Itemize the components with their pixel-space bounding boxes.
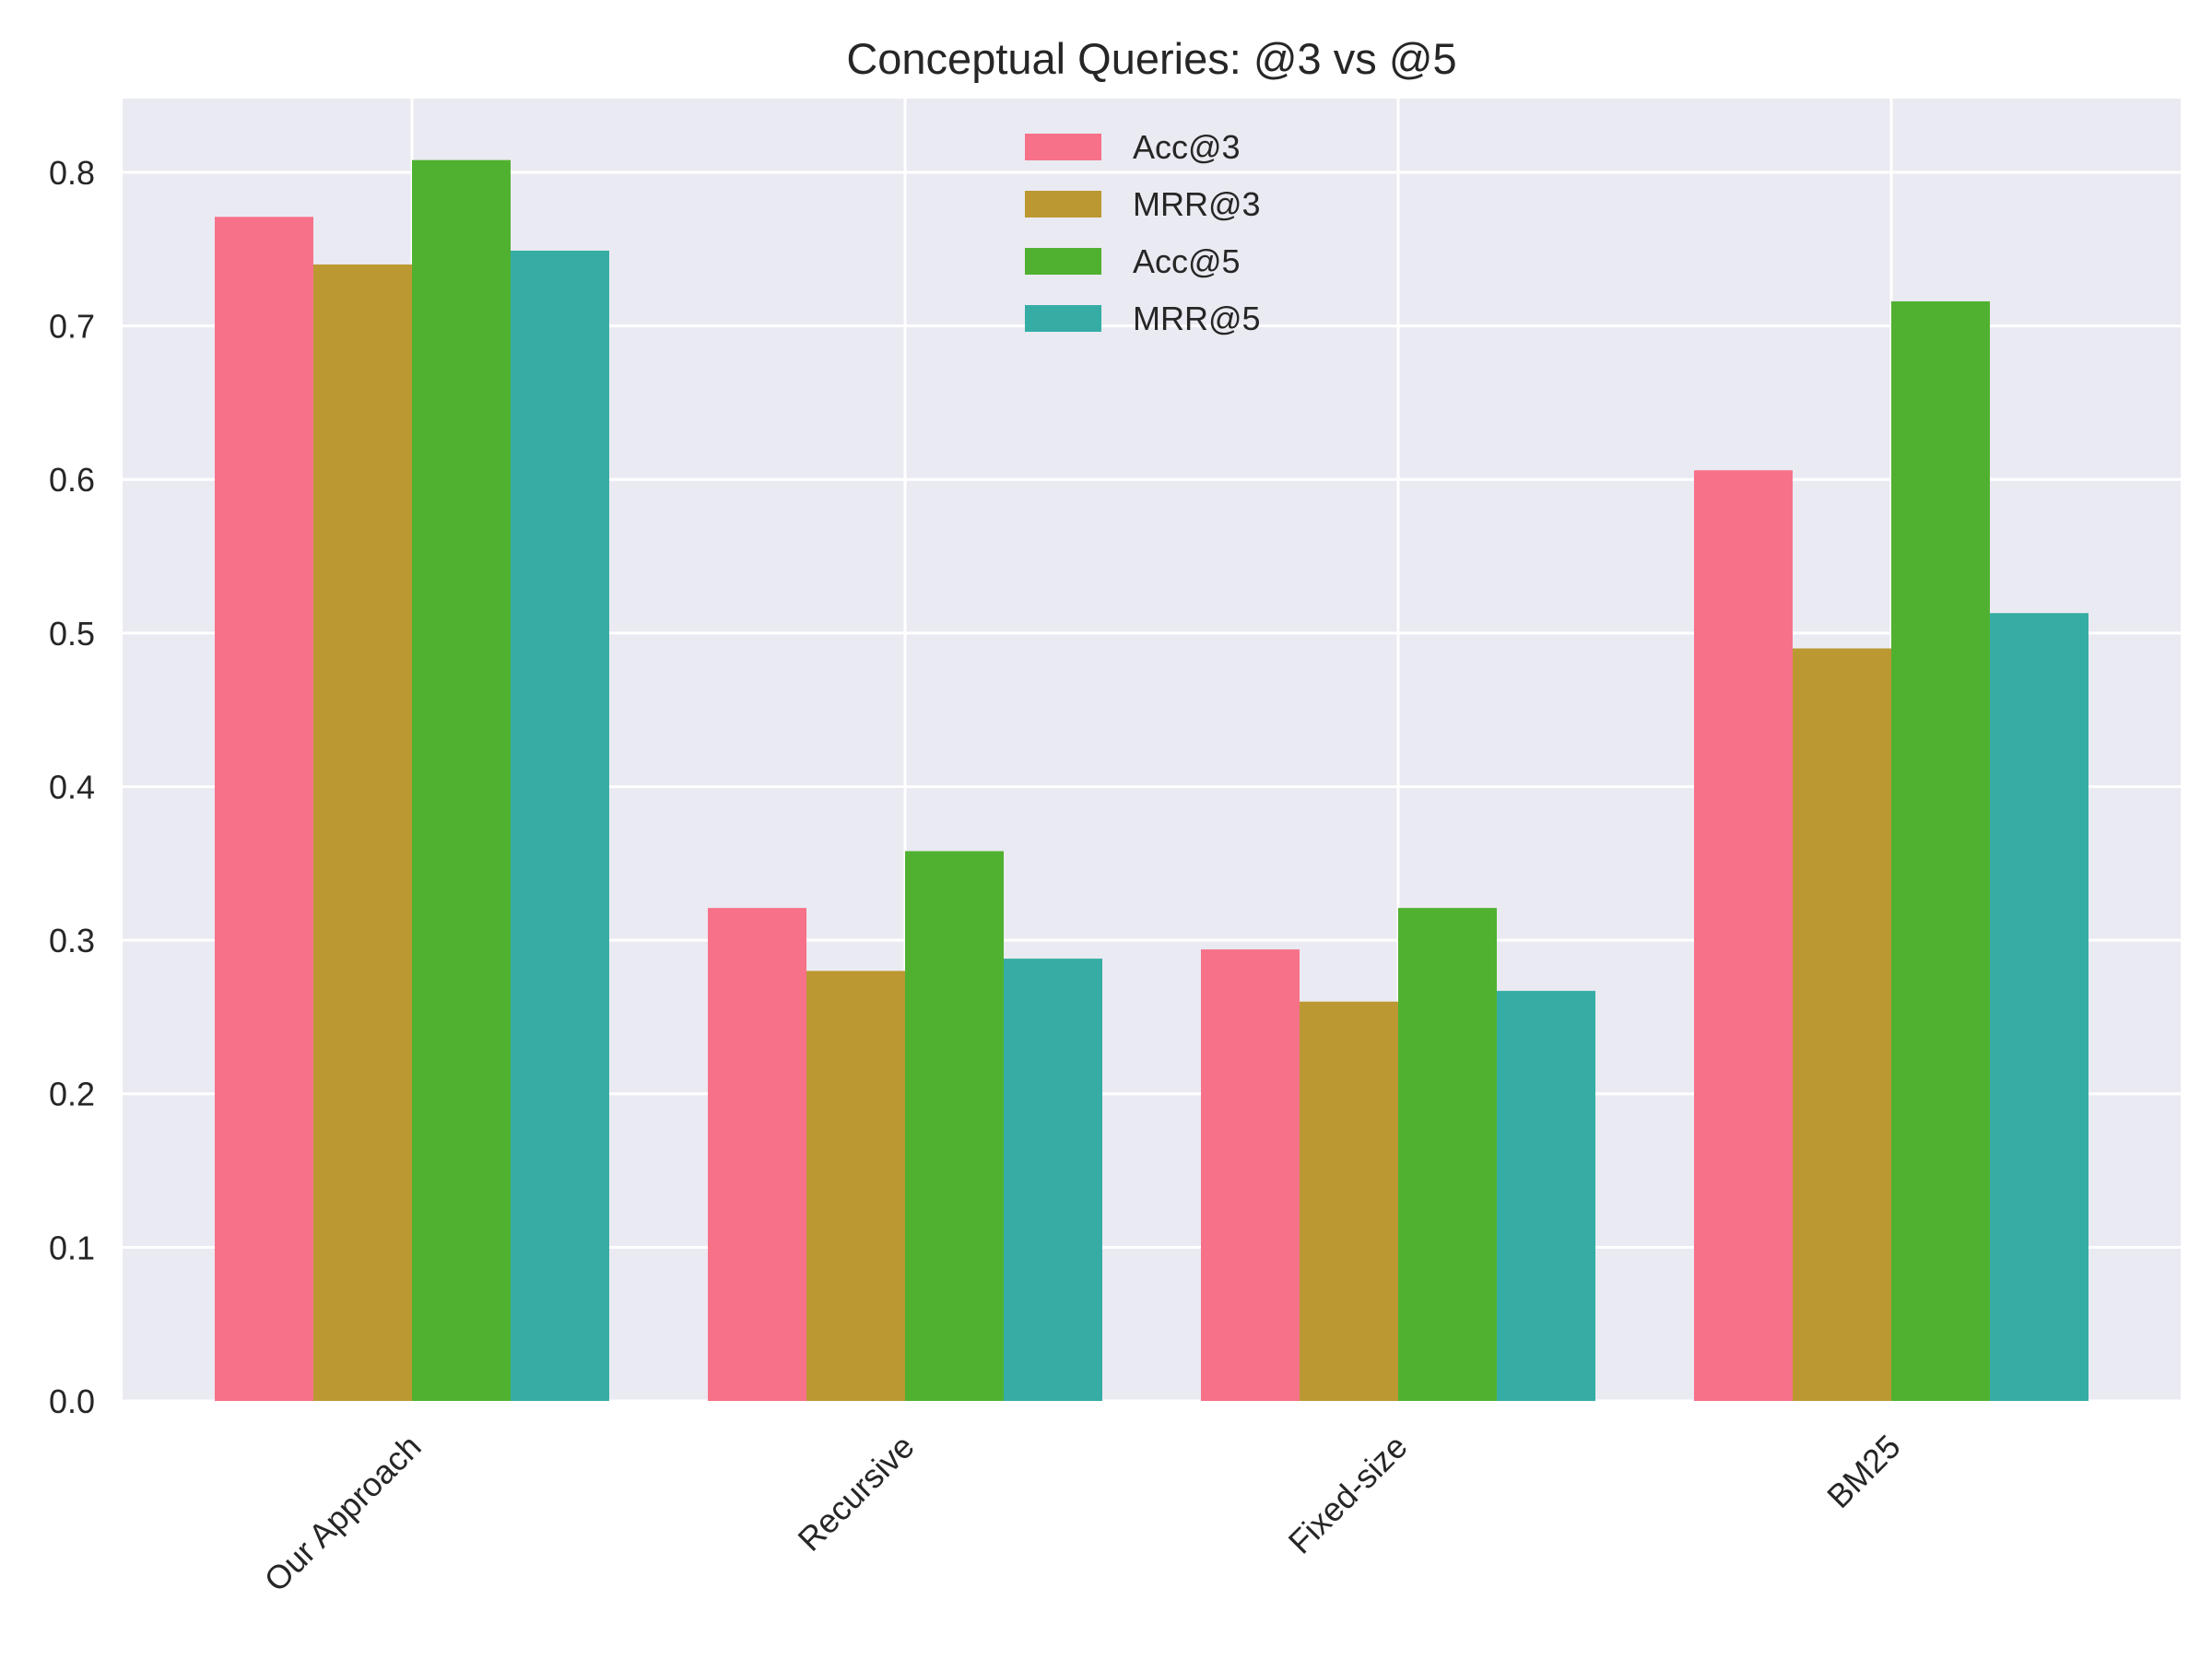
- bar: [1004, 959, 1102, 1401]
- chart-title: Conceptual Queries: @3 vs @5: [846, 34, 1456, 83]
- bar: [1398, 908, 1497, 1401]
- bar: [708, 908, 806, 1401]
- x-tick-label: Recursive: [790, 1428, 921, 1559]
- legend-swatch: [1025, 191, 1101, 218]
- y-tick-label: 0.5: [49, 615, 95, 653]
- y-axis-ticks: 0.0 0.1 0.2 0.3 0.4 0.5 0.6 0.7 0.8: [49, 154, 95, 1420]
- x-tick-label: Fixed-size: [1281, 1428, 1415, 1561]
- legend-label: Acc@3: [1133, 128, 1241, 166]
- y-tick-label: 0.8: [49, 154, 95, 192]
- legend-swatch: [1025, 134, 1101, 160]
- bar: [1793, 648, 1891, 1401]
- y-tick-label: 0.1: [49, 1229, 95, 1266]
- bar: [1201, 949, 1300, 1401]
- legend-swatch: [1025, 305, 1101, 332]
- y-tick-label: 0.4: [49, 768, 95, 806]
- bar: [1300, 1001, 1398, 1401]
- bar: [1990, 613, 2088, 1401]
- x-axis-ticks: Our Approach Recursive Fixed-size BM25: [257, 1428, 1908, 1599]
- bar: [806, 971, 905, 1401]
- bar: [313, 264, 412, 1402]
- x-tick-label: BM25: [1819, 1428, 1907, 1515]
- y-tick-label: 0.7: [49, 308, 95, 346]
- legend-label: Acc@5: [1133, 242, 1241, 280]
- y-tick-label: 0.3: [49, 922, 95, 959]
- bars: [215, 159, 2088, 1402]
- legend-label: MRR@3: [1133, 185, 1261, 223]
- y-tick-label: 0.6: [49, 461, 95, 499]
- legend: Acc@3 MRR@3 Acc@5 MRR@5: [1025, 128, 1261, 337]
- legend-swatch: [1025, 248, 1101, 275]
- bar: [412, 159, 511, 1402]
- bar: [1694, 470, 1793, 1401]
- bar: [215, 217, 313, 1401]
- bar: [1497, 991, 1595, 1401]
- y-tick-label: 0.2: [49, 1076, 95, 1113]
- legend-label: MRR@5: [1133, 300, 1261, 337]
- bar: [511, 250, 609, 1402]
- y-tick-label: 0.0: [49, 1382, 95, 1420]
- bar: [905, 851, 1004, 1401]
- bar: [1891, 300, 1990, 1401]
- x-tick-label: Our Approach: [257, 1428, 429, 1599]
